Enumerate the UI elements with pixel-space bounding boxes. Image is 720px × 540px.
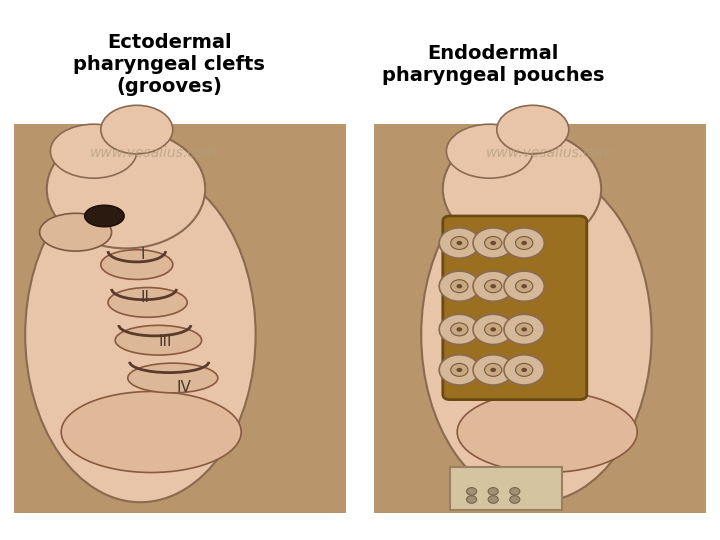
Circle shape (510, 496, 520, 503)
Ellipse shape (108, 287, 187, 317)
Circle shape (490, 284, 496, 288)
Circle shape (467, 488, 477, 495)
Circle shape (456, 284, 462, 288)
Circle shape (473, 228, 513, 258)
Circle shape (451, 237, 468, 249)
Circle shape (504, 355, 544, 385)
Circle shape (510, 488, 520, 495)
Text: Ectodermal
pharyngeal clefts
(grooves): Ectodermal pharyngeal clefts (grooves) (73, 33, 265, 96)
Circle shape (451, 323, 468, 336)
Ellipse shape (101, 249, 173, 280)
Circle shape (516, 237, 533, 249)
Text: II: II (140, 291, 150, 306)
Circle shape (521, 327, 527, 332)
Circle shape (490, 241, 496, 245)
Circle shape (490, 327, 496, 332)
Ellipse shape (115, 325, 202, 355)
Circle shape (521, 241, 527, 245)
Circle shape (504, 314, 544, 345)
Ellipse shape (40, 213, 112, 251)
Circle shape (516, 323, 533, 336)
FancyBboxPatch shape (374, 124, 706, 513)
Circle shape (473, 355, 513, 385)
Circle shape (485, 323, 502, 336)
Circle shape (485, 237, 502, 249)
Text: IV: IV (176, 380, 192, 395)
Circle shape (488, 496, 498, 503)
Text: Endodermal
pharyngeal pouches: Endodermal pharyngeal pouches (382, 44, 605, 85)
Ellipse shape (50, 124, 137, 178)
Ellipse shape (85, 205, 124, 227)
Ellipse shape (47, 130, 205, 248)
Ellipse shape (457, 392, 637, 472)
Circle shape (456, 368, 462, 372)
Ellipse shape (443, 130, 601, 248)
Circle shape (504, 271, 544, 301)
Circle shape (439, 355, 480, 385)
Circle shape (485, 363, 502, 376)
Circle shape (521, 284, 527, 288)
Ellipse shape (61, 392, 241, 472)
Circle shape (516, 363, 533, 376)
Circle shape (456, 241, 462, 245)
Ellipse shape (446, 124, 533, 178)
Ellipse shape (497, 105, 569, 154)
Circle shape (490, 368, 496, 372)
Circle shape (439, 314, 480, 345)
Text: I: I (140, 247, 145, 262)
FancyBboxPatch shape (443, 216, 587, 400)
Circle shape (504, 228, 544, 258)
Ellipse shape (128, 363, 217, 393)
Ellipse shape (101, 105, 173, 154)
Circle shape (521, 368, 527, 372)
Text: www.vesalius.com: www.vesalius.com (90, 146, 218, 160)
Circle shape (456, 327, 462, 332)
FancyBboxPatch shape (14, 124, 346, 513)
Circle shape (451, 363, 468, 376)
Circle shape (488, 488, 498, 495)
Text: III: III (158, 334, 172, 349)
Circle shape (439, 271, 480, 301)
Circle shape (516, 280, 533, 293)
Circle shape (439, 228, 480, 258)
Circle shape (451, 280, 468, 293)
Circle shape (467, 496, 477, 503)
Circle shape (473, 314, 513, 345)
Ellipse shape (25, 167, 256, 502)
Text: www.vesalius.com: www.vesalius.com (486, 146, 614, 160)
Circle shape (473, 271, 513, 301)
FancyBboxPatch shape (450, 467, 562, 510)
Ellipse shape (421, 167, 652, 502)
Circle shape (485, 280, 502, 293)
